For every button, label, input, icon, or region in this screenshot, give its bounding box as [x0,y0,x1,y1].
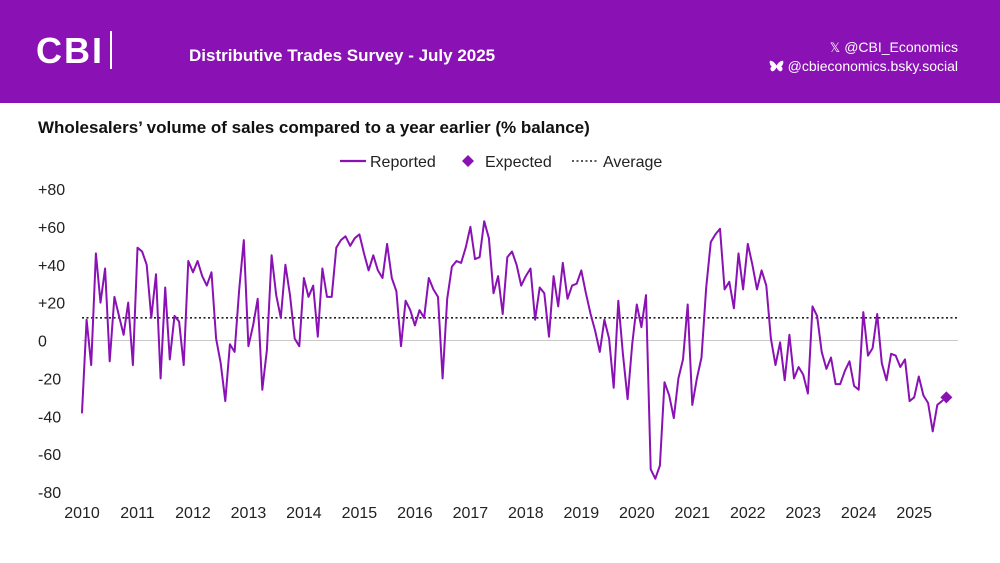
cbi-logo[interactable]: CBI [36,31,112,71]
legend-average-label: Average [603,154,662,171]
y-tick-label: -80 [38,485,61,502]
x-tick-label: 2013 [231,505,267,522]
butterfly-icon [769,60,784,72]
x-handle-row[interactable]: 𝕏 @CBI_Economics [769,38,958,57]
reported-line [81,220,943,480]
x-tick-label: 2011 [120,505,155,522]
y-tick-label: +80 [38,182,65,199]
y-tick-label: +20 [38,296,65,313]
x-tick-label: 2023 [785,505,821,522]
x-tick-label: 2014 [286,505,322,522]
x-tick-label: 2021 [674,505,710,522]
social-handles: 𝕏 @CBI_Economics @cbieconomics.bsky.soci… [769,38,958,76]
x-tick-label: 2012 [175,505,211,522]
x-tick-label: 2015 [342,505,378,522]
y-tick-label: +40 [38,258,65,275]
logo-text: CBI [36,30,104,71]
x-tick-label: 2018 [508,505,544,522]
x-tick-label: 2019 [564,505,600,522]
x-tick-label: 2016 [397,505,433,522]
legend-expected-marker [462,155,474,167]
y-tick-label: -60 [38,447,61,464]
bluesky-handle-row[interactable]: @cbieconomics.bsky.social [769,57,958,76]
y-tick-label: -20 [38,371,61,388]
legend: Reported Expected Average [340,154,662,171]
x-handle: @CBI_Economics [844,39,958,55]
x-tick-label: 2025 [896,505,932,522]
chart-title: Wholesalers’ volume of sales compared to… [38,118,590,137]
legend-reported-label: Reported [370,154,436,171]
x-tick-label: 2020 [619,505,655,522]
logo-bar [110,31,112,69]
y-tick-label: -40 [38,409,61,426]
y-tick-label: 0 [38,334,47,351]
x-icon: 𝕏 [829,40,841,55]
survey-title: Distributive Trades Survey - July 2025 [189,46,496,65]
header-banner: CBI Distributive Trades Survey - July 20… [0,0,1000,103]
bluesky-handle: @cbieconomics.bsky.social [787,58,958,74]
x-tick-label: 2022 [730,505,766,522]
expected-marker [940,391,953,404]
x-tick-label: 2024 [841,505,877,522]
series-layer [81,220,953,480]
y-axis: +80 +60 +40 +20 0 -20 -40 -60 -80 [38,182,65,502]
y-tick-label: +60 [38,220,65,237]
x-axis: 2010 2011 2012 2013 2014 2015 2016 2017 2018 2019… [64,505,932,522]
x-tick-label: 2010 [64,505,100,522]
x-tick-label: 2017 [453,505,489,522]
legend-expected-label: Expected [485,154,552,171]
